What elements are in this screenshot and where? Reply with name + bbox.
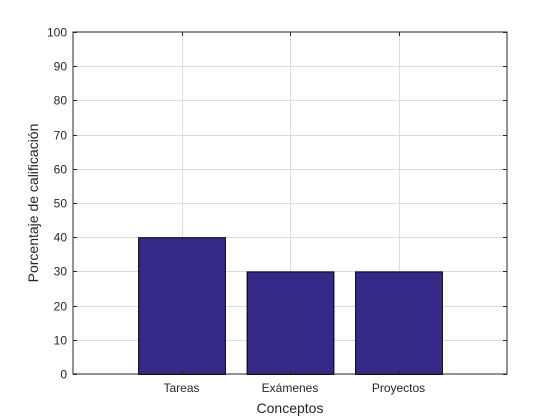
- y-tick-label: 40: [54, 231, 68, 245]
- x-axis-title: Conceptos: [257, 400, 324, 416]
- y-tick-label: 30: [54, 265, 68, 279]
- y-tick-label: 0: [60, 368, 67, 382]
- x-tick-label: Tareas: [163, 381, 199, 395]
- bar-proyectos: [355, 271, 443, 375]
- y-tick-label: 100: [47, 26, 67, 40]
- y-tick-label: 60: [54, 163, 68, 177]
- x-tick-label: Proyectos: [372, 381, 425, 395]
- y-tick-label: 50: [54, 197, 68, 211]
- y-tick-label: 10: [54, 334, 68, 348]
- tick-labels: 0 10 20 30 40 50 60 70 80 90 100 Tareas Exámenes Proy…: [47, 26, 425, 396]
- y-tick-label: 80: [54, 94, 68, 108]
- bars: [138, 237, 443, 375]
- y-tick-label: 70: [54, 129, 68, 143]
- y-axis-title: Porcentaje de calificación: [25, 124, 41, 283]
- x-tick-label: Exámenes: [262, 381, 319, 395]
- axis-ticks: [73, 32, 507, 375]
- y-tick-label: 90: [54, 60, 68, 74]
- bar-exámenes: [246, 271, 335, 375]
- bar-tareas: [138, 237, 226, 375]
- y-tick-label: 20: [54, 300, 68, 314]
